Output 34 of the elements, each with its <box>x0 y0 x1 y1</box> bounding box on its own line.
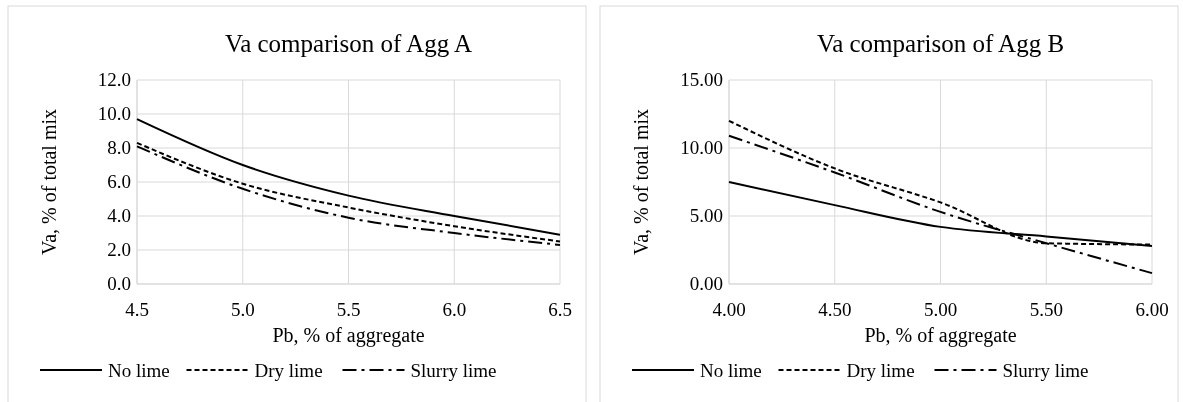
line-series <box>136 118 561 236</box>
y-tick-label: 6.0 <box>107 171 131 192</box>
chart-title: Va comparison of Agg B <box>816 30 1065 57</box>
x-tick-label: 5.5 <box>336 299 361 320</box>
x-tick-label: 4.50 <box>818 299 852 320</box>
x-tick-label: 6.0 <box>442 299 467 320</box>
y-axis-title: Va, % of total mix <box>38 108 60 256</box>
y-tick-label: 2.0 <box>107 239 131 260</box>
chart-title: Va comparison of Agg A <box>224 30 473 57</box>
x-tick-label: 6.00 <box>1135 299 1169 320</box>
y-axis-title: Va, % of total mix <box>630 108 652 256</box>
y-tick-label: 0.0 <box>107 273 131 294</box>
x-tick-label: 5.00 <box>923 299 958 320</box>
legend-label: Dry lime <box>254 360 323 381</box>
y-tick-label: 0.00 <box>689 273 723 294</box>
x-tick-label: 4.00 <box>712 299 746 320</box>
y-tick-label: 5.00 <box>689 205 723 226</box>
x-tick-label: 4.5 <box>125 299 149 320</box>
y-tick-label: 12.0 <box>97 69 131 90</box>
x-tick-label: 5.0 <box>230 299 255 320</box>
legend-label: No lime <box>700 360 762 381</box>
x-tick-label: 5.50 <box>1029 299 1063 320</box>
y-tick-label: 10.0 <box>97 103 131 124</box>
y-tick-label: 10.00 <box>680 137 723 158</box>
legend-label: Slurry lime <box>410 360 497 381</box>
x-axis-title: Pb, % of aggregate <box>864 324 1017 347</box>
y-tick-label: 4.0 <box>107 205 131 226</box>
legend-label: Dry lime <box>846 360 915 381</box>
y-tick-label: 8.0 <box>107 137 131 158</box>
legend-label: Slurry lime <box>1002 360 1089 381</box>
y-tick-label: 15.00 <box>680 69 723 90</box>
legend-label: No lime <box>108 360 170 381</box>
x-axis-title: Pb, % of aggregate <box>272 324 425 347</box>
x-tick-label: 6.5 <box>548 299 572 320</box>
